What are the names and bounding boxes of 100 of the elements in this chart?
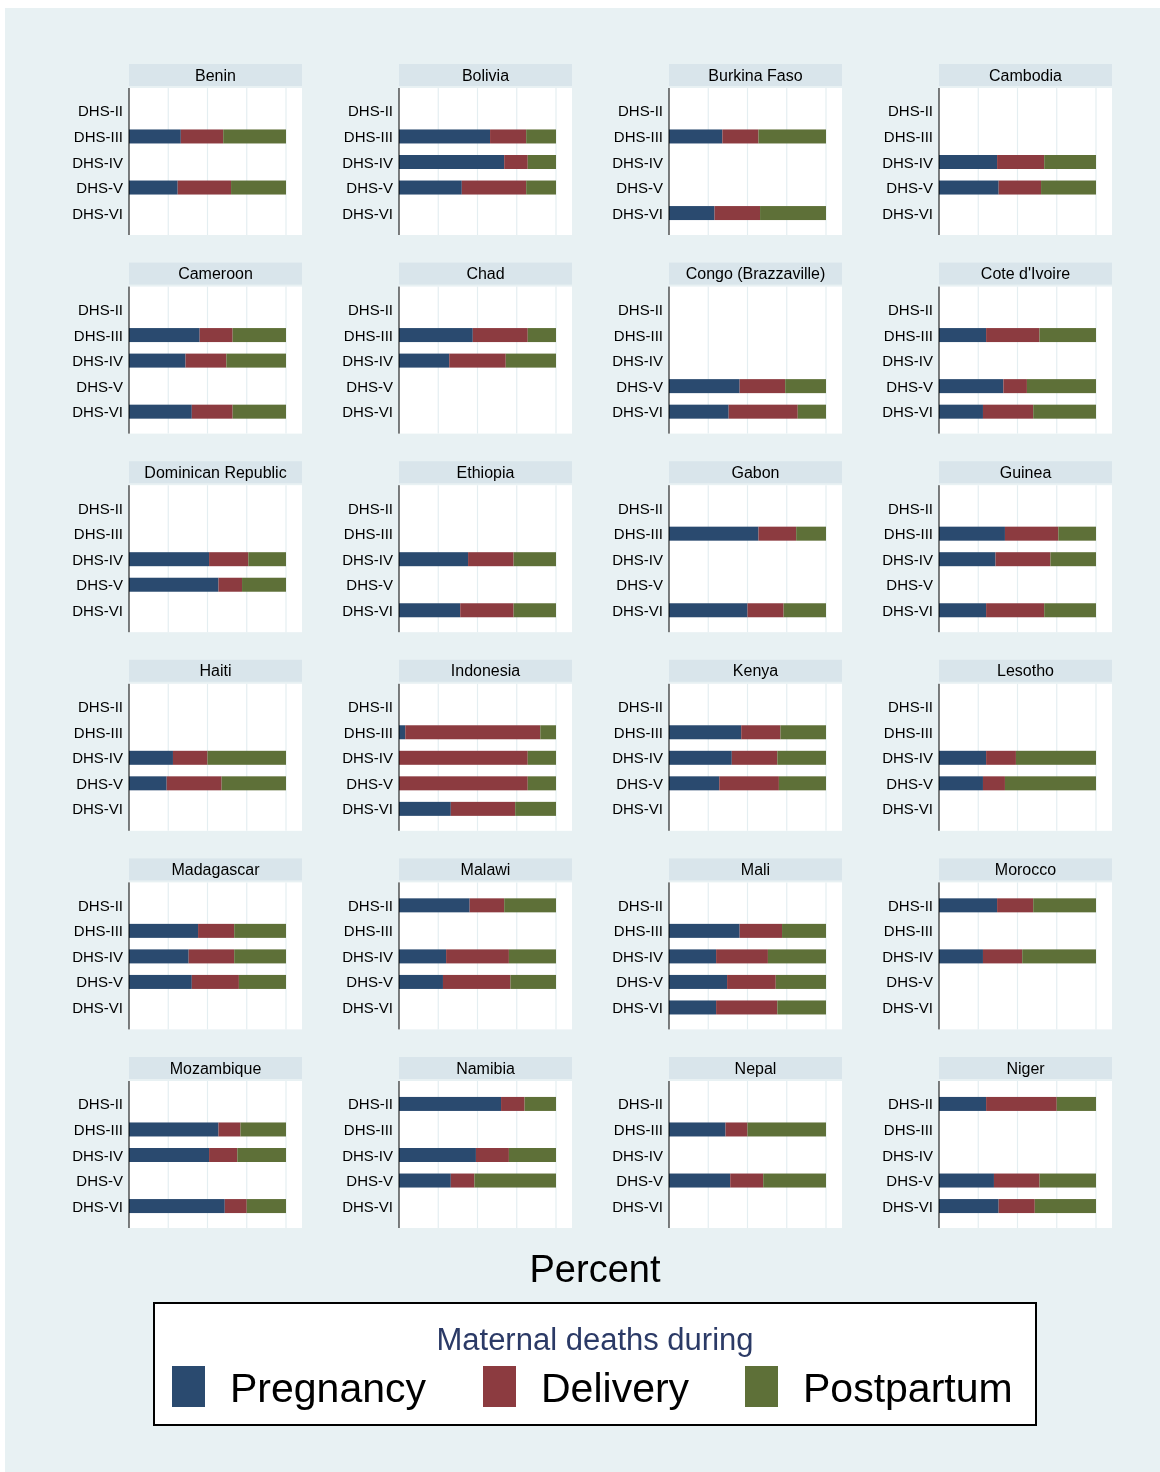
chart-title: Burkina Faso bbox=[708, 66, 803, 84]
y-tick-label: DHS-II bbox=[888, 896, 933, 914]
bar bbox=[669, 949, 717, 964]
bar bbox=[450, 801, 516, 816]
y-tick-label: DHS-VI bbox=[342, 601, 393, 619]
bar bbox=[939, 898, 998, 913]
bar bbox=[399, 155, 505, 169]
legend-label: Postpartum bbox=[803, 1365, 1013, 1411]
bar bbox=[224, 1199, 247, 1214]
bar bbox=[474, 1173, 556, 1188]
y-tick-label: DHS-VI bbox=[72, 1197, 123, 1215]
bar bbox=[995, 552, 1051, 567]
y-tick-label: DHS-III bbox=[73, 326, 123, 344]
bar bbox=[739, 923, 783, 938]
bar bbox=[1056, 1096, 1096, 1111]
bar bbox=[939, 526, 1005, 541]
y-tick-label: DHS-V bbox=[886, 576, 933, 594]
bar bbox=[939, 1173, 994, 1188]
bar bbox=[218, 1122, 241, 1137]
y-tick-label: DHS-VI bbox=[72, 998, 123, 1016]
bar bbox=[1015, 750, 1096, 765]
y-tick-label: DHS-III bbox=[613, 525, 663, 543]
bar bbox=[939, 776, 983, 791]
y-tick-label: DHS-IV bbox=[72, 947, 123, 965]
bar bbox=[939, 404, 983, 419]
bar bbox=[775, 974, 826, 989]
y-tick-label: DHS-III bbox=[883, 525, 933, 543]
bar bbox=[515, 801, 556, 816]
bar bbox=[468, 552, 514, 567]
chart-title: Kenya bbox=[732, 662, 779, 680]
y-tick-label: DHS-VI bbox=[882, 403, 933, 421]
chart-title: Mali bbox=[740, 860, 771, 878]
bar bbox=[399, 180, 462, 195]
y-tick-label: DHS-VI bbox=[72, 800, 123, 818]
bar bbox=[399, 353, 450, 368]
y-tick-label: DHS-VI bbox=[612, 601, 663, 619]
y-tick-label: DHS-III bbox=[883, 922, 933, 940]
y-tick-label: DHS-II bbox=[78, 102, 123, 120]
bar bbox=[129, 404, 192, 419]
bar bbox=[747, 603, 784, 618]
bar bbox=[399, 898, 470, 913]
bar bbox=[460, 603, 514, 618]
y-tick-label: DHS-V bbox=[76, 1172, 123, 1190]
bar bbox=[129, 1122, 219, 1137]
y-tick-label: DHS-IV bbox=[882, 153, 933, 171]
y-tick-label: DHS-IV bbox=[72, 550, 123, 568]
chart-title: Nepal bbox=[734, 1059, 777, 1077]
bar bbox=[998, 180, 1042, 195]
y-tick-label: DHS-V bbox=[346, 576, 393, 594]
bar bbox=[1033, 898, 1096, 913]
bar bbox=[1033, 404, 1096, 419]
y-tick-label: DHS-V bbox=[616, 576, 663, 594]
bar bbox=[129, 552, 210, 567]
bar bbox=[501, 1096, 525, 1111]
bar bbox=[399, 974, 443, 989]
y-tick-label: DHS-V bbox=[886, 1172, 933, 1190]
y-tick-label: DHS-II bbox=[618, 698, 663, 716]
bar bbox=[939, 552, 996, 567]
y-tick-label: DHS-IV bbox=[72, 1146, 123, 1164]
y-tick-label: DHS-IV bbox=[612, 153, 663, 171]
y-tick-label: DHS-IV bbox=[342, 749, 393, 767]
bar bbox=[475, 1148, 509, 1162]
bar bbox=[982, 776, 1005, 791]
y-tick-label: DHS-III bbox=[73, 525, 123, 543]
y-tick-label: DHS-IV bbox=[342, 947, 393, 965]
y-tick-label: DHS-V bbox=[76, 377, 123, 395]
y-tick-label: DHS-II bbox=[618, 896, 663, 914]
y-tick-label: DHS-III bbox=[73, 1120, 123, 1138]
bar bbox=[727, 974, 776, 989]
y-tick-label: DHS-III bbox=[613, 723, 663, 741]
bar bbox=[221, 776, 286, 791]
y-tick-label: DHS-II bbox=[348, 102, 393, 120]
y-tick-label: DHS-IV bbox=[72, 153, 123, 171]
y-tick-label: DHS-II bbox=[78, 698, 123, 716]
bar bbox=[939, 949, 983, 964]
bar bbox=[993, 1173, 1040, 1188]
bar bbox=[669, 526, 759, 541]
bar bbox=[760, 206, 826, 221]
y-tick-label: DHS-II bbox=[78, 896, 123, 914]
y-tick-label: DHS-IV bbox=[72, 749, 123, 767]
chart-title: Niger bbox=[1006, 1059, 1046, 1077]
bar bbox=[469, 898, 505, 913]
y-tick-label: DHS-V bbox=[616, 179, 663, 197]
bar bbox=[986, 1096, 1057, 1111]
bar bbox=[939, 1096, 987, 1111]
text: Percent bbox=[529, 1248, 661, 1290]
chart-title: Mozambique bbox=[169, 1059, 262, 1077]
bar bbox=[719, 776, 779, 791]
bar bbox=[986, 603, 1045, 618]
bar bbox=[739, 379, 786, 394]
y-tick-label: DHS-III bbox=[343, 723, 393, 741]
y-tick-label: DHS-II bbox=[888, 499, 933, 517]
bar bbox=[209, 552, 249, 567]
y-tick-label: DHS-VI bbox=[882, 998, 933, 1016]
bar bbox=[510, 974, 556, 989]
bar bbox=[237, 1148, 286, 1162]
chart-title: Lesotho bbox=[997, 662, 1055, 680]
bar bbox=[513, 552, 556, 567]
bar bbox=[232, 404, 286, 419]
chart-title: Chad bbox=[466, 265, 505, 283]
